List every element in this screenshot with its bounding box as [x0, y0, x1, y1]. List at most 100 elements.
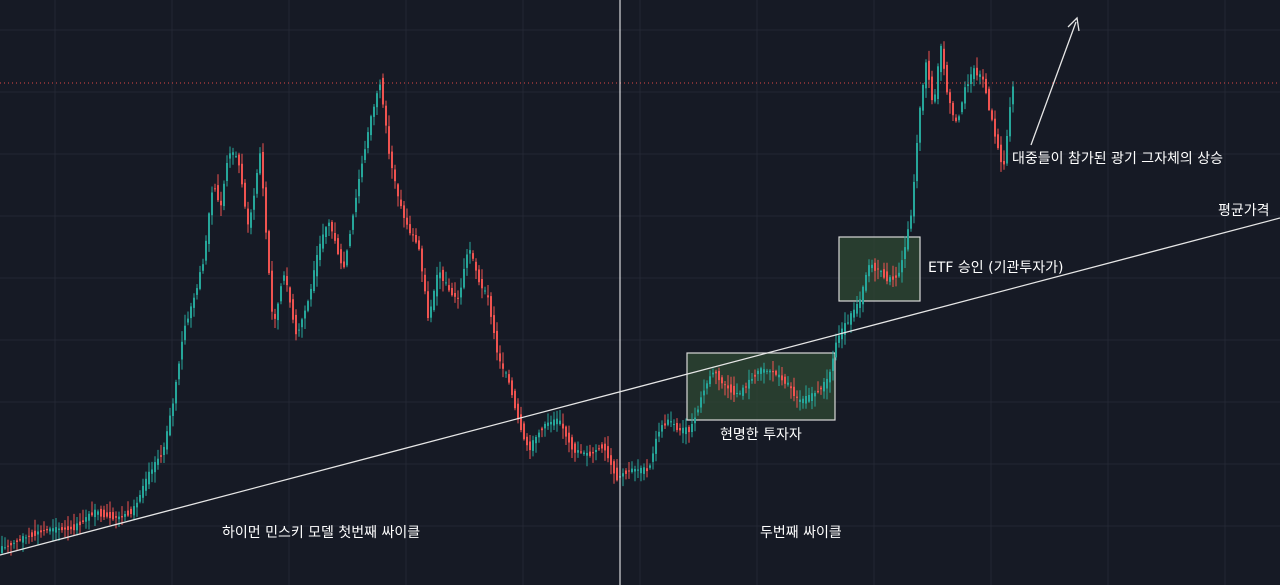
- candle: [271, 261, 273, 320]
- candle: [139, 490, 141, 504]
- candle-body: [865, 274, 867, 291]
- smart-investor-box: [686, 352, 836, 421]
- candle: [877, 259, 879, 280]
- candle-body: [454, 293, 456, 297]
- candle-body: [952, 102, 954, 116]
- candle: [499, 345, 501, 369]
- candle-body: [385, 105, 387, 126]
- candle-body: [352, 215, 354, 230]
- candle-body: [184, 325, 186, 341]
- candle: [190, 302, 192, 328]
- candle: [334, 222, 336, 244]
- candle: [331, 220, 333, 239]
- candle-body: [529, 441, 531, 451]
- candle: [862, 285, 864, 313]
- candle: [193, 293, 195, 317]
- candle: [487, 285, 489, 306]
- candle: [814, 390, 816, 407]
- candle-body: [424, 274, 426, 292]
- candle-body: [553, 419, 555, 426]
- candle: [466, 249, 468, 276]
- candle: [991, 108, 993, 122]
- candle-body: [958, 116, 960, 121]
- candle-body: [916, 143, 918, 182]
- candle-body: [550, 421, 552, 425]
- candle: [874, 258, 876, 282]
- candle-body: [910, 215, 912, 229]
- candle-body: [871, 264, 873, 269]
- candle-body: [196, 288, 198, 295]
- candle: [733, 376, 735, 402]
- candle-body: [844, 323, 846, 335]
- candle-body: [670, 421, 672, 423]
- candle-body: [1012, 86, 1014, 105]
- candle: [406, 208, 408, 230]
- candle-body: [247, 208, 249, 225]
- candle-body: [697, 409, 699, 413]
- candle-body: [559, 420, 561, 425]
- candle-body: [763, 369, 765, 373]
- candle: [856, 296, 858, 317]
- candle: [754, 369, 756, 384]
- candle: [172, 398, 174, 427]
- candle: [784, 373, 786, 389]
- candle: [556, 410, 558, 432]
- candle: [367, 127, 369, 154]
- candle-body: [451, 288, 453, 296]
- candle: [838, 325, 840, 348]
- candle: [1000, 136, 1002, 172]
- candle: [274, 308, 276, 328]
- candle: [901, 250, 903, 283]
- candle: [829, 369, 831, 393]
- candle: [376, 90, 378, 115]
- candle: [769, 369, 771, 381]
- candle-body: [160, 455, 162, 457]
- candle-body: [673, 424, 675, 425]
- candle-body: [571, 437, 573, 450]
- candle-body: [733, 385, 735, 395]
- candle: [43, 521, 45, 536]
- candle-body: [598, 448, 600, 450]
- candle-body: [985, 78, 987, 93]
- candle-body: [322, 234, 324, 249]
- candle-body: [895, 275, 897, 278]
- candle: [100, 505, 102, 522]
- candle: [196, 284, 198, 300]
- candle-body: [328, 222, 330, 226]
- candle-body: [583, 452, 585, 455]
- candle: [82, 509, 84, 524]
- candle: [820, 385, 822, 395]
- candle: [655, 430, 657, 462]
- candle: [295, 309, 297, 341]
- candle: [430, 299, 432, 323]
- candle: [913, 174, 915, 224]
- candle: [373, 104, 375, 126]
- candle: [895, 266, 897, 287]
- candle: [313, 261, 315, 294]
- candle-body: [472, 253, 474, 259]
- candle: [688, 425, 690, 443]
- candle-body: [943, 48, 945, 69]
- candle-body: [70, 526, 72, 530]
- candle-body: [967, 84, 969, 86]
- candle-body: [745, 386, 747, 388]
- candle-body: [193, 297, 195, 308]
- candle: [34, 519, 36, 541]
- candle: [148, 462, 150, 489]
- candle-body: [664, 423, 666, 426]
- candle: [700, 391, 702, 413]
- candle: [232, 147, 234, 165]
- candle-body: [115, 516, 117, 518]
- annotation-labels: 하이먼 민스키 모델 첫번째 싸이클 두번째 싸이클 현명한 투자자 ETF 승…: [222, 151, 1270, 541]
- candle: [244, 179, 246, 209]
- candle-body: [268, 231, 270, 274]
- candle: [394, 164, 396, 189]
- candle: [55, 518, 57, 541]
- candle-body: [538, 432, 540, 438]
- candle-body: [433, 290, 435, 310]
- candle-body: [814, 393, 816, 397]
- candle-body: [388, 126, 390, 154]
- candle-body: [91, 512, 93, 516]
- candle: [613, 459, 615, 484]
